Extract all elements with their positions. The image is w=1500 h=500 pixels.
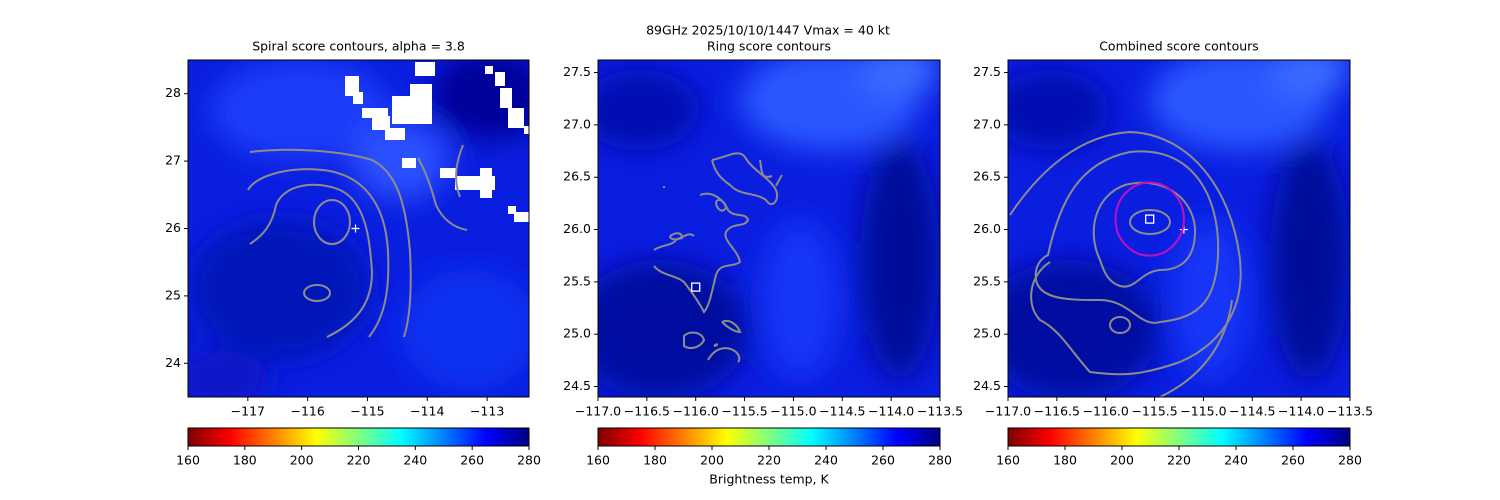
colorbar-tick-label: 260 [460,453,484,468]
y-tick-label: 28 [165,85,181,100]
y-tick-label: 26 [165,220,181,235]
y-tick-label: 25.0 [973,326,1001,341]
y-tick-label: 25.0 [563,326,591,341]
y-tick-label: 25 [165,287,181,302]
x-tick-label: −113.5 [1327,404,1373,419]
colorbar-tick-label: 240 [1224,453,1248,468]
y-tick-label: 25.5 [563,273,591,288]
y-tick-label: 26.5 [563,169,591,184]
figure-title: 89GHz 2025/10/10/1447 Vmax = 40 kt [646,23,890,38]
y-tick-label: 24.5 [973,378,1001,393]
y-tick-label: 27.5 [973,64,1001,79]
colorbar [187,427,530,447]
x-tick-label: −116.5 [624,404,670,419]
y-tick-label: 26.0 [563,221,591,236]
x-tick-label: −115.5 [721,404,767,419]
colorbar-tick-label: 280 [1338,453,1362,468]
image-field [188,60,529,397]
x-tick-label: −113.5 [917,404,963,419]
x-tick-label: −114.5 [1229,404,1275,419]
colorbar-tick-label: 240 [403,453,427,468]
panel-title: Spiral score contours, alpha = 3.8 [252,39,465,54]
center-marker [351,224,360,233]
colorbar-tick-label: 280 [928,453,952,468]
y-tick-label: 27 [165,153,181,168]
x-tick-label: −113 [470,404,504,419]
radius-circle [1114,181,1185,257]
y-tick-label: 25.5 [973,273,1001,288]
colorbar-tick-label: 160 [176,453,200,468]
x-tick-label: −115.0 [1180,404,1226,419]
x-tick-label: −117 [231,404,265,419]
colorbar-tick-label: 160 [996,453,1020,468]
colorbar-tick-label: 160 [586,453,610,468]
colorbar-tick-label: 200 [700,453,724,468]
y-tick-label: 27.0 [973,116,1001,131]
colorbar-tick-label: 180 [1053,453,1077,468]
x-tick-label: −114.5 [819,404,865,419]
colorbar-tick-label: 180 [643,453,667,468]
colorbar-tick-label: 220 [1167,453,1191,468]
panel-title: Combined score contours [1099,39,1259,54]
x-tick-label: −115 [350,404,384,419]
x-tick-label: −115.5 [1131,404,1177,419]
colorbar-tick-label: 200 [1110,453,1134,468]
x-tick-label: −115.0 [770,404,816,419]
colorbar-tick-label: 260 [871,453,895,468]
x-tick-label: −114 [410,404,444,419]
y-tick-label: 24 [165,355,181,370]
x-tick-label: −116 [290,404,324,419]
colorbar-label: Brightness temp, K [709,472,829,487]
x-tick-label: −116.5 [1034,404,1080,419]
y-tick-label: 24.5 [563,378,591,393]
colorbar-tick-label: 240 [814,453,838,468]
colorbar-tick-label: 280 [517,453,541,468]
x-tick-label: −116.0 [673,404,719,419]
colorbar-tick-label: 220 [757,453,781,468]
colorbar-tick-label: 200 [290,453,314,468]
x-tick-label: −117.0 [985,404,1031,419]
panel-title: Ring score contours [707,39,831,54]
colorbar [1007,427,1351,447]
image-field [1008,60,1350,397]
colorbar-tick-label: 220 [347,453,371,468]
y-tick-label: 27.0 [563,116,591,131]
x-tick-label: −116.0 [1083,404,1129,419]
colorbar-tick-label: 180 [233,453,257,468]
x-tick-label: −114.0 [868,404,914,419]
center-marker [1145,214,1155,224]
plot-frame [597,59,941,398]
colorbar [597,427,941,447]
image-field [598,60,940,397]
y-tick-label: 26.5 [973,169,1001,184]
x-tick-label: −117.0 [575,404,621,419]
center-marker [691,282,701,292]
x-tick-label: −114.0 [1278,404,1324,419]
plot-frame [1007,59,1351,398]
y-tick-label: 27.5 [563,64,591,79]
colorbar-tick-label: 260 [1281,453,1305,468]
y-tick-label: 26.0 [973,221,1001,236]
